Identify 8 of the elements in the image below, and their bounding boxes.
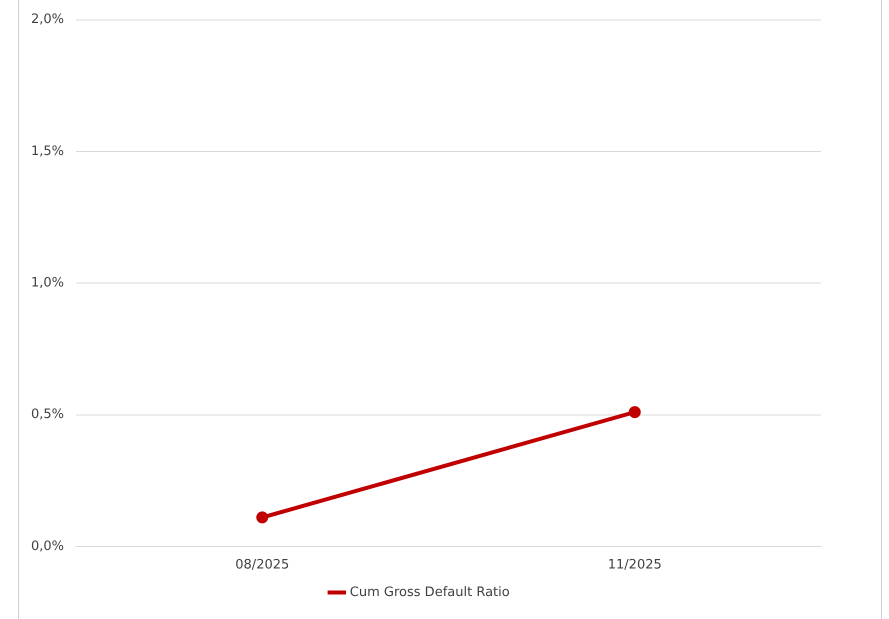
legend-label: Cum Gross Default Ratio [350, 584, 510, 600]
y-tick-label: 2,0% [30, 12, 64, 28]
y-tick-label: 0,0% [30, 538, 64, 554]
x-tick-label: 08/2025 [235, 558, 290, 573]
x-tick-label: 11/2025 [608, 558, 662, 573]
y-tick-label: 1,0% [30, 275, 64, 290]
y-tick-label: 0,5% [30, 407, 64, 422]
y-tick-label: 1,5% [30, 144, 64, 159]
